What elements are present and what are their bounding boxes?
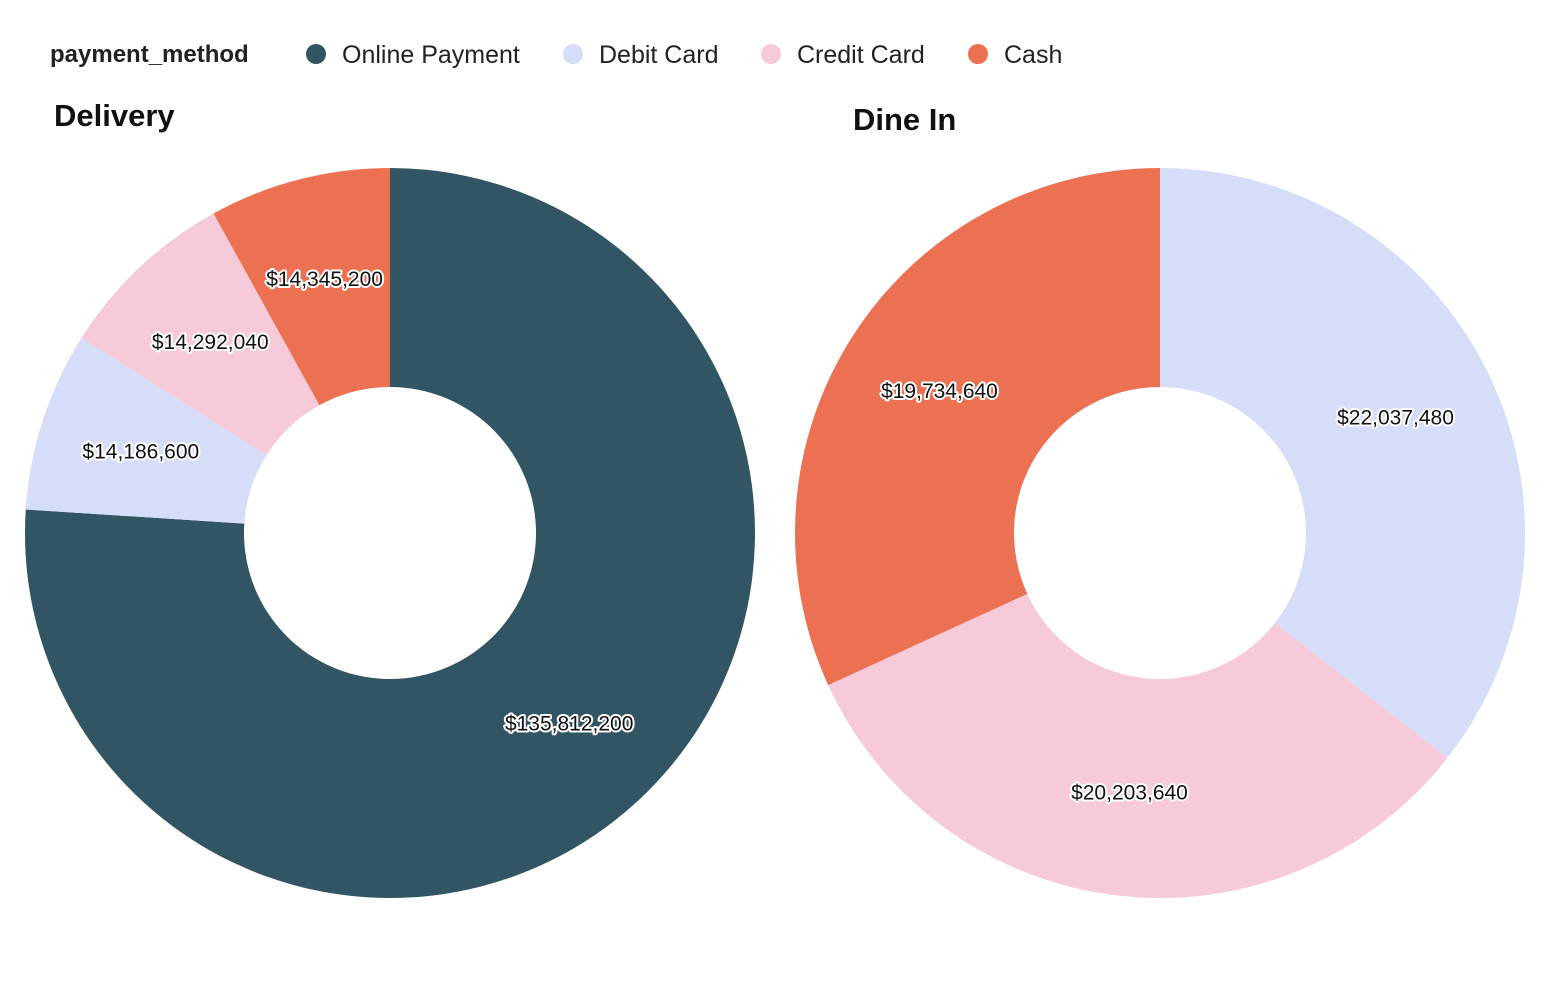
slice-credit-card[interactable] — [81, 213, 320, 456]
legend: payment_method Online Payment Debit Card… — [50, 41, 1062, 69]
legend-label: Credit Card — [797, 41, 925, 69]
legend-item-online-payment[interactable]: Online Payment — [306, 41, 520, 69]
slice-label-cash: $19,734,640 — [881, 380, 998, 403]
legend-swatch — [306, 44, 326, 64]
slice-label-credit-card: $14,292,040 — [152, 331, 269, 354]
slice-label-online-payment: $135,812,200 — [505, 713, 633, 736]
legend-label: Debit Card — [599, 41, 719, 69]
donut-panel-delivery: Delivery $135,812,200 $14,186,600 $14,292,… — [25, 98, 755, 898]
legend-item-cash[interactable]: Cash — [968, 41, 1062, 69]
slice-label-debit-card: $14,186,600 — [82, 441, 199, 464]
slice-credit-card[interactable] — [828, 593, 1448, 898]
slice-online-payment[interactable] — [25, 168, 755, 898]
legend-title: payment_method — [50, 41, 249, 68]
panel-title: Dine In — [853, 102, 956, 137]
legend-swatch — [968, 44, 988, 64]
panel-title: Delivery — [54, 98, 175, 133]
legend-item-credit-card[interactable]: Credit Card — [761, 41, 925, 69]
slice-label-cash: $14,345,200 — [266, 268, 383, 291]
legend-swatch — [563, 44, 583, 64]
slice-label-debit-card: $22,037,480 — [1337, 407, 1454, 430]
legend-label: Online Payment — [342, 41, 520, 69]
slice-label-credit-card: $20,203,640 — [1071, 782, 1188, 805]
slice-debit-card[interactable] — [25, 338, 267, 524]
legend-item-debit-card[interactable]: Debit Card — [563, 41, 719, 69]
legend-label: Cash — [1004, 41, 1062, 69]
slice-debit-card[interactable] — [1160, 168, 1525, 758]
legend-swatch — [761, 44, 781, 64]
slice-cash[interactable] — [213, 168, 390, 406]
donut-panel-dine-in: Dine In $22,037,480 $20,203,640 $19,734,64… — [794, 102, 1525, 898]
slice-cash[interactable] — [794, 168, 1160, 686]
